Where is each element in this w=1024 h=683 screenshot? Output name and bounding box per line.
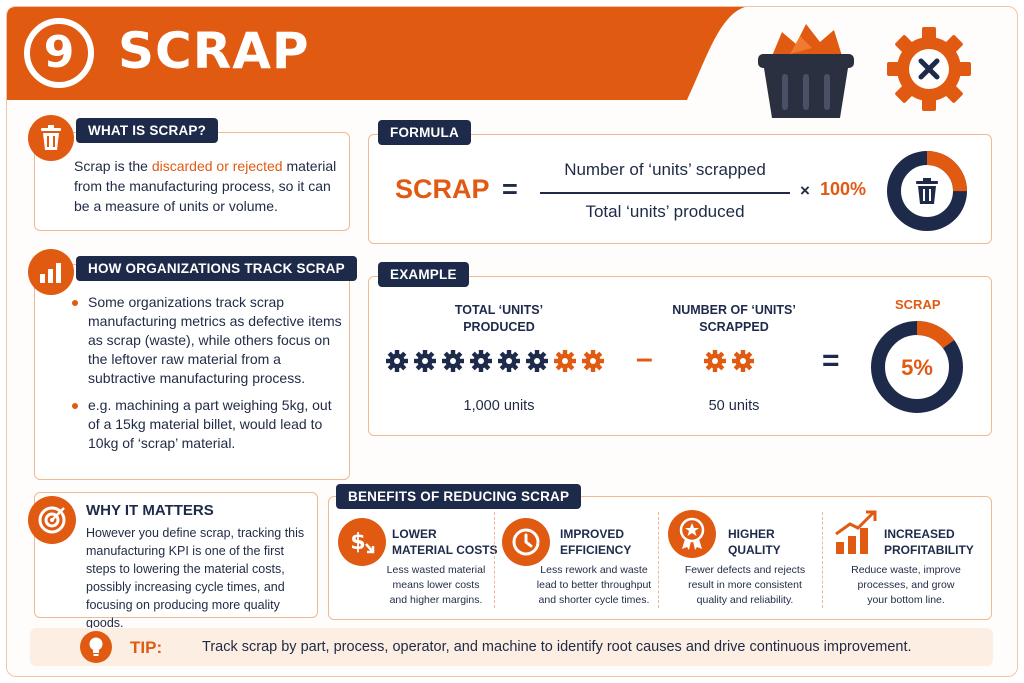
dollar-down-icon: $ [338, 518, 386, 566]
what-is-scrap-heading: WHAT IS SCRAP? [76, 118, 219, 143]
lightbulb-icon [80, 631, 112, 663]
gear-reject-icon [887, 27, 971, 111]
divider [822, 512, 823, 608]
why-it-matters-heading: WHY IT MATTERS [86, 502, 214, 519]
trash-icon [28, 115, 74, 161]
gear-icon [582, 350, 604, 372]
track-scrap-card [34, 264, 350, 480]
formula-times: × [800, 181, 810, 200]
benefits-card [328, 496, 992, 620]
benefit-desc: Less rework and waste lead to better thr… [536, 564, 652, 606]
formula-percent: 100% [820, 179, 867, 199]
scrap-bin-icon [758, 24, 854, 118]
benefits-heading: BENEFITS OF REDUCING SCRAP [336, 484, 582, 509]
target-icon [28, 496, 76, 544]
section-number-badge: 9 [24, 18, 94, 88]
gear-icon [526, 350, 548, 372]
scrapped-units-value: 50 units [708, 398, 760, 414]
gear-icon [386, 350, 408, 372]
tip-text: Track scrap by part, process, operator, … [202, 639, 912, 655]
benefit-title: IMPROVED EFFICIENCY [560, 527, 632, 557]
result-value: 5% [901, 355, 933, 380]
scrap-result-ring: 5% [871, 321, 963, 413]
growth-chart-icon [835, 510, 877, 554]
track-scrap-heading: HOW ORGANIZATIONS TRACK SCRAP [76, 256, 357, 281]
result-label: SCRAP [895, 297, 941, 312]
why-it-matters-text: However you define scrap, tracking this … [86, 526, 305, 630]
benefit-title: HIGHER QUALITY [728, 527, 781, 557]
example-card [368, 276, 992, 436]
total-units-gears [386, 350, 616, 374]
benefit-title: LOWER MATERIAL COSTS [392, 527, 498, 557]
gear-icon [470, 350, 492, 372]
total-units-value: 1,000 units [463, 398, 535, 414]
header-banner [7, 7, 745, 100]
benefit-desc: Reduce waste, improve processes, and gro… [851, 564, 961, 606]
what-is-scrap-text: Scrap is the discarded or rejected mater… [74, 158, 337, 214]
list-item: e.g. machining a part weighing 5kg, out … [70, 396, 344, 453]
gear-icon [414, 350, 436, 372]
tip-banner: TIP: Track scrap by part, process, opera… [30, 628, 993, 666]
gear-icon [442, 350, 464, 372]
scrapped-units-label: NUMBER OF ‘UNITS’ SCRAPPED [672, 303, 796, 334]
benefit-desc: Fewer defects and rejects result in more… [684, 564, 806, 606]
example-heading: EXAMPLE [378, 262, 469, 287]
svg-text:$: $ [350, 530, 365, 555]
bar-chart-icon [28, 249, 74, 295]
why-it-matters-card [34, 492, 318, 618]
formula-heading: FORMULA [378, 120, 471, 145]
quality-badge-icon [668, 510, 716, 558]
formula-equals: = [502, 174, 518, 204]
benefit-title: INCREASED PROFITABILITY [884, 527, 974, 557]
clock-icon [502, 518, 550, 566]
tip-label: TIP: [130, 638, 163, 657]
gear-icon [704, 350, 726, 372]
gear-icon [732, 350, 754, 372]
gear-icon [498, 350, 520, 372]
total-units-label: TOTAL ‘UNITS’ PRODUCED [454, 303, 544, 334]
scrapped-units-gears [704, 350, 768, 374]
formula-lhs: SCRAP [395, 174, 490, 204]
fraction-bar [540, 192, 790, 194]
formula-ring-icon [887, 151, 967, 231]
divider [658, 512, 659, 608]
benefit-desc: Less wasted material means lower costs a… [386, 564, 486, 606]
list-item: Some organizations track scrap manufactu… [70, 293, 344, 388]
what-is-scrap-card [34, 132, 350, 231]
divider [494, 512, 495, 608]
minus-sign: – [636, 342, 653, 375]
gear-icon [554, 350, 576, 372]
formula-numerator: Number of ‘units’ scrapped [564, 160, 766, 179]
page-title: SCRAP [118, 22, 310, 80]
equals-sign: = [822, 344, 840, 377]
track-scrap-list: Some organizations track scrap manufactu… [70, 293, 344, 461]
formula-denominator: Total ‘units’ produced [585, 202, 745, 221]
trash-icon [916, 178, 938, 204]
